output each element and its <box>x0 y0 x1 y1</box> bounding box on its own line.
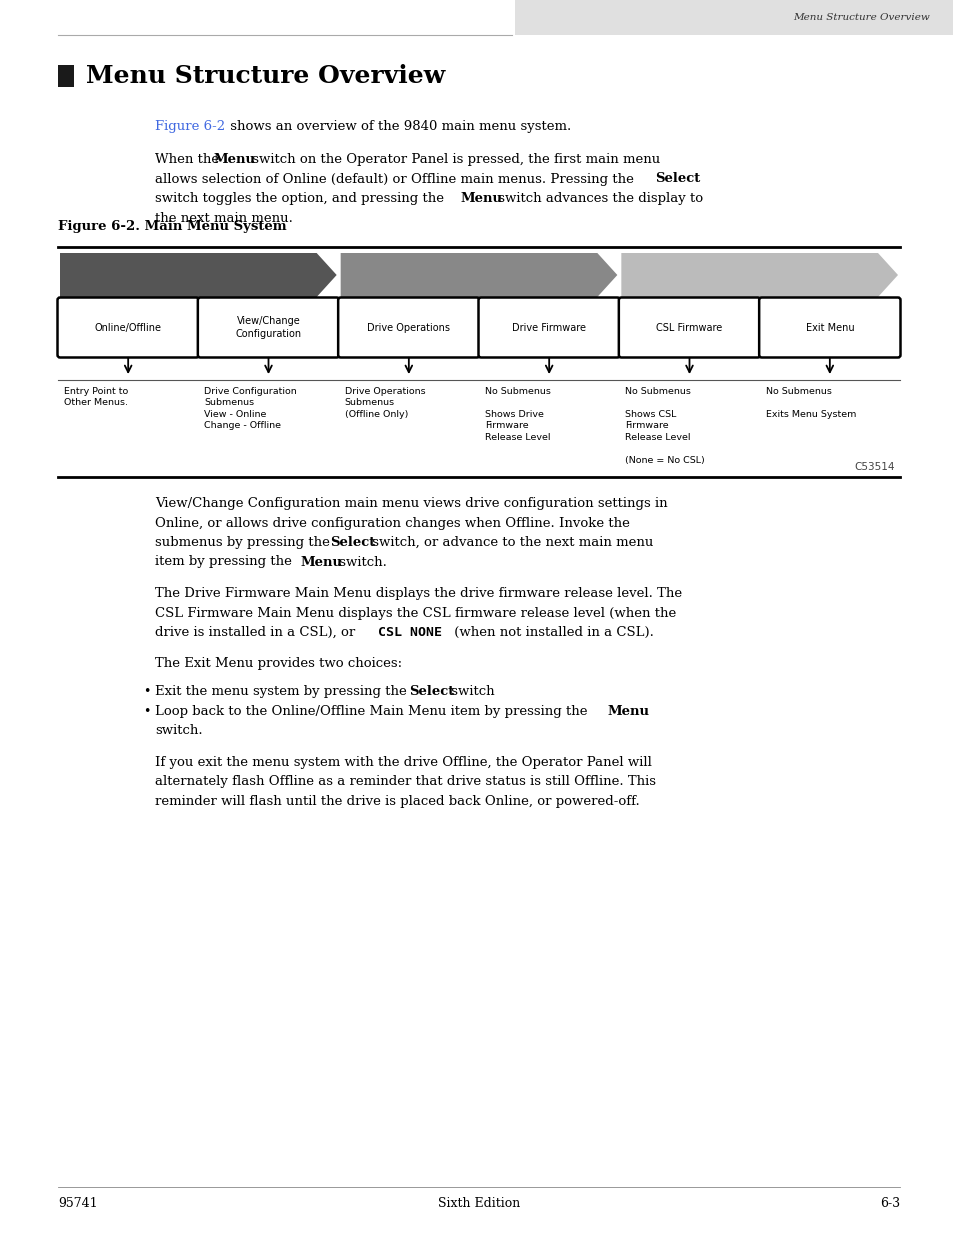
Text: Menu: Menu <box>300 556 342 568</box>
Text: No Submenus

Shows CSL
Firmware
Release Level

(None = No CSL): No Submenus Shows CSL Firmware Release L… <box>624 387 704 464</box>
Text: CSL Firmware Main Menu displays the CSL firmware release level (when the: CSL Firmware Main Menu displays the CSL … <box>154 606 676 620</box>
Text: The Drive Firmware Main Menu displays the drive firmware release level. The: The Drive Firmware Main Menu displays th… <box>154 587 681 600</box>
Text: switch toggles the option, and pressing the: switch toggles the option, and pressing … <box>154 191 448 205</box>
Text: Select: Select <box>409 685 455 698</box>
Text: Select: Select <box>330 536 375 550</box>
Text: switch.: switch. <box>335 556 387 568</box>
Text: 95741: 95741 <box>58 1197 97 1210</box>
Polygon shape <box>60 253 336 296</box>
Text: shows an overview of the 9840 main menu system.: shows an overview of the 9840 main menu … <box>226 120 571 133</box>
Text: Drive Firmware: Drive Firmware <box>512 322 585 332</box>
Text: switch, or advance to the next main menu: switch, or advance to the next main menu <box>368 536 653 550</box>
Text: Sixth Edition: Sixth Edition <box>437 1197 519 1210</box>
Text: Select: Select <box>655 173 700 185</box>
Text: switch advances the display to: switch advances the display to <box>494 191 703 205</box>
Text: •: • <box>143 685 151 698</box>
Text: submenus by pressing the: submenus by pressing the <box>154 536 334 550</box>
Text: Exit the menu system by pressing the: Exit the menu system by pressing the <box>154 685 411 698</box>
Text: CSL NONE: CSL NONE <box>377 626 441 638</box>
Text: drive is installed in a CSL), or: drive is installed in a CSL), or <box>154 626 359 638</box>
Text: Menu: Menu <box>459 191 501 205</box>
FancyBboxPatch shape <box>197 298 339 357</box>
Text: Drive Operations: Drive Operations <box>367 322 450 332</box>
FancyBboxPatch shape <box>759 298 900 357</box>
Text: No Submenus

Shows Drive
Firmware
Release Level: No Submenus Shows Drive Firmware Release… <box>484 387 550 442</box>
Text: Figure 6-2: Figure 6-2 <box>154 120 225 133</box>
Text: switch: switch <box>447 685 494 698</box>
Polygon shape <box>340 253 617 296</box>
Text: switch.: switch. <box>154 724 202 737</box>
Text: If you exit the menu system with the drive Offline, the Operator Panel will: If you exit the menu system with the dri… <box>154 756 651 768</box>
Text: Entry Point to
Other Menus.: Entry Point to Other Menus. <box>64 387 128 408</box>
Text: When the: When the <box>154 153 223 165</box>
Text: item by pressing the: item by pressing the <box>154 556 295 568</box>
Text: Drive Configuration
Submenus
View - Online
Change - Offline: Drive Configuration Submenus View - Onli… <box>204 387 296 430</box>
Text: the next main menu.: the next main menu. <box>154 211 293 225</box>
Text: Menu Structure Overview: Menu Structure Overview <box>792 14 929 22</box>
Polygon shape <box>620 253 897 296</box>
Text: The Exit Menu provides two choices:: The Exit Menu provides two choices: <box>154 657 402 671</box>
Text: alternately flash Offline as a reminder that drive status is still Offline. This: alternately flash Offline as a reminder … <box>154 776 656 788</box>
Text: Loop back to the Online/Offline Main Menu item by pressing the: Loop back to the Online/Offline Main Men… <box>154 704 591 718</box>
Text: Menu: Menu <box>213 153 255 165</box>
Text: Drive Operations
Submenus
(Offline Only): Drive Operations Submenus (Offline Only) <box>344 387 425 419</box>
Text: Menu: Menu <box>606 704 648 718</box>
Bar <box>58 65 74 86</box>
Text: Exit Menu: Exit Menu <box>804 322 853 332</box>
Text: Online/Offline: Online/Offline <box>94 322 161 332</box>
Bar <box>515 0 953 35</box>
Text: •: • <box>143 704 151 718</box>
Text: View/Change
Configuration: View/Change Configuration <box>235 316 301 338</box>
Text: allows selection of Online (default) or Offline main menus. Pressing the: allows selection of Online (default) or … <box>154 173 638 185</box>
Text: No Submenus

Exits Menu System: No Submenus Exits Menu System <box>765 387 855 419</box>
Text: 6-3: 6-3 <box>879 1197 899 1210</box>
FancyBboxPatch shape <box>57 298 198 357</box>
Text: reminder will flash until the drive is placed back Online, or powered-off.: reminder will flash until the drive is p… <box>154 794 639 808</box>
FancyBboxPatch shape <box>337 298 479 357</box>
Text: Online, or allows drive configuration changes when Offline. Invoke the: Online, or allows drive configuration ch… <box>154 516 629 530</box>
FancyBboxPatch shape <box>618 298 760 357</box>
Text: Figure 6-2. Main Menu System: Figure 6-2. Main Menu System <box>58 220 286 233</box>
Text: Menu Structure Overview: Menu Structure Overview <box>86 64 445 88</box>
Text: View/Change Configuration main menu views drive configuration settings in: View/Change Configuration main menu view… <box>154 496 667 510</box>
Text: (when not installed in a CSL).: (when not installed in a CSL). <box>450 626 653 638</box>
Text: switch on the Operator Panel is pressed, the first main menu: switch on the Operator Panel is pressed,… <box>248 153 659 165</box>
Text: CSL Firmware: CSL Firmware <box>656 322 721 332</box>
Text: C53514: C53514 <box>854 462 894 472</box>
FancyBboxPatch shape <box>478 298 619 357</box>
